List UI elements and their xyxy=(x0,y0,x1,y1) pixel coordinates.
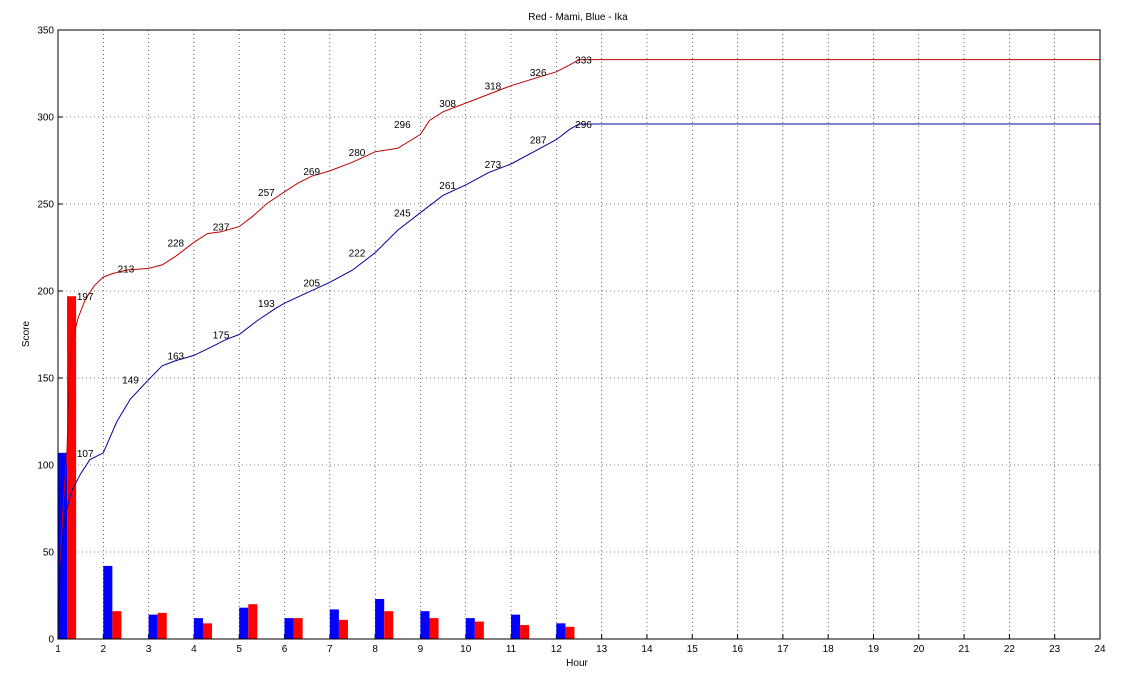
red-bar xyxy=(112,611,122,639)
x-tick-label: 15 xyxy=(687,644,699,655)
red-point-label: 228 xyxy=(167,238,184,249)
blue-bar xyxy=(148,614,158,639)
blue-score-line xyxy=(57,123,1100,640)
red-bar xyxy=(293,618,303,639)
red-point-label: 326 xyxy=(530,68,547,79)
x-tick-label: 17 xyxy=(777,644,789,655)
blue-point-label: 163 xyxy=(167,351,184,362)
x-tick-label: 8 xyxy=(372,644,378,655)
blue-point-label: 175 xyxy=(213,331,230,342)
blue-bar xyxy=(556,623,566,639)
x-tick-label: 5 xyxy=(236,644,242,655)
red-bar xyxy=(384,611,394,639)
red-bar xyxy=(202,623,213,639)
point-labels: 197 213 228 237 257 269 280 296 308 318 326 333 107 1… xyxy=(77,56,592,460)
x-tick-label: 7 xyxy=(327,644,333,655)
red-point-label: 237 xyxy=(213,223,230,234)
blue-bar xyxy=(284,618,294,639)
lines xyxy=(57,59,1100,640)
x-tick-label: 20 xyxy=(913,644,925,655)
red-point-label: 333 xyxy=(575,56,592,67)
blue-bar xyxy=(103,565,113,639)
red-point-label: 296 xyxy=(394,120,411,131)
y-axis-label: Score xyxy=(21,321,32,348)
red-bar xyxy=(520,625,530,639)
blue-point-label: 193 xyxy=(258,299,275,310)
x-tick-label: 21 xyxy=(959,644,971,655)
x-tick-label: 14 xyxy=(641,644,653,655)
x-tick-label: 3 xyxy=(146,644,152,655)
red-point-label: 308 xyxy=(439,99,456,110)
red-score-line xyxy=(57,59,1100,640)
blue-bar xyxy=(511,614,521,639)
blue-bar xyxy=(239,607,249,639)
x-tick-label: 9 xyxy=(418,644,424,655)
y-tick-label: 50 xyxy=(43,548,55,559)
x-tick-label: 2 xyxy=(101,644,107,655)
blue-point-label: 107 xyxy=(77,449,94,460)
x-tick-label: 11 xyxy=(506,644,517,655)
x-tick-label: 1 xyxy=(55,644,61,655)
blue-bar xyxy=(420,611,430,639)
x-axis-label: Hour xyxy=(566,658,588,669)
blue-bar xyxy=(193,618,203,639)
blue-point-label: 245 xyxy=(394,209,411,220)
blue-point-label: 205 xyxy=(303,278,320,289)
x-tick-label: 10 xyxy=(460,644,472,655)
y-tick-label: 350 xyxy=(37,26,54,37)
red-bar xyxy=(429,618,439,639)
blue-point-label: 296 xyxy=(575,120,592,131)
bars xyxy=(58,296,575,639)
x-tick-label: 16 xyxy=(732,644,744,655)
red-point-label: 280 xyxy=(349,148,366,159)
y-tick-label: 100 xyxy=(37,461,54,472)
y-tick-label: 150 xyxy=(37,374,54,385)
x-tick-label: 4 xyxy=(191,644,197,655)
x-tick-label: 22 xyxy=(1004,644,1016,655)
blue-point-label: 261 xyxy=(439,181,456,192)
red-bar xyxy=(157,612,167,639)
blue-point-label: 287 xyxy=(530,136,547,147)
blue-bar xyxy=(329,609,339,639)
x-tick-label: 24 xyxy=(1094,644,1106,655)
blue-point-label: 222 xyxy=(349,249,366,260)
blue-bar xyxy=(465,618,475,639)
red-point-label: 318 xyxy=(485,82,502,93)
red-bar xyxy=(248,604,258,639)
red-point-label: 257 xyxy=(258,188,275,199)
blue-bar xyxy=(375,598,385,639)
chart-title: Red - Mami, Blue - Ika xyxy=(528,12,628,23)
y-tick-label: 0 xyxy=(48,635,54,646)
x-tick-label: 18 xyxy=(823,644,835,655)
red-point-label: 197 xyxy=(77,292,94,303)
red-bar xyxy=(338,619,348,639)
red-bar xyxy=(67,296,77,639)
x-tick-label: 12 xyxy=(551,644,563,655)
x-tick-label: 19 xyxy=(868,644,880,655)
tick-labels: 1 2 3 4 5 6 7 8 9 10 11 12 13 14 15 16 17 18 19 20 21 22 23 240… xyxy=(37,26,1106,656)
blue-point-label: 273 xyxy=(485,160,502,171)
red-bar xyxy=(474,621,484,639)
x-tick-label: 23 xyxy=(1049,644,1061,655)
y-tick-label: 200 xyxy=(37,287,54,298)
y-tick-label: 300 xyxy=(37,113,54,124)
x-tick-label: 13 xyxy=(596,644,608,655)
red-point-label: 269 xyxy=(303,167,320,178)
red-bar xyxy=(565,626,575,639)
y-tick-label: 250 xyxy=(37,200,54,211)
x-tick-label: 6 xyxy=(282,644,288,655)
blue-point-label: 149 xyxy=(122,376,139,387)
red-point-label: 213 xyxy=(118,264,135,275)
plot-frame xyxy=(57,29,1101,640)
